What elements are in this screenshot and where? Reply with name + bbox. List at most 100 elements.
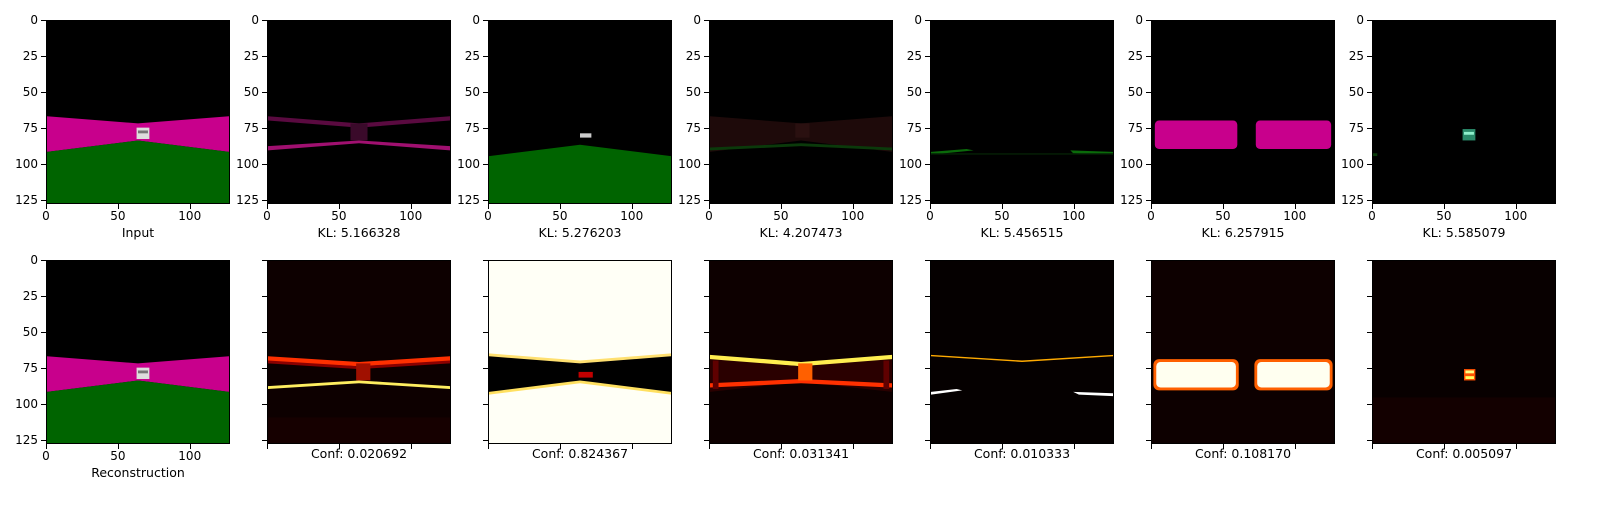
y-tick bbox=[41, 127, 46, 129]
x-tick bbox=[1222, 204, 1224, 209]
x-tick-label: 0 bbox=[1368, 209, 1376, 223]
y-tick-label: 100 bbox=[15, 156, 38, 171]
x-tick-label: 0 bbox=[42, 449, 50, 463]
y-tick-label: 125 bbox=[457, 192, 480, 207]
y-tick-label: 100 bbox=[1341, 156, 1364, 171]
panel-image bbox=[268, 261, 450, 443]
x-tick-label: 0 bbox=[926, 209, 934, 223]
y-tick bbox=[1146, 55, 1151, 57]
y-tick-label: 125 bbox=[899, 192, 922, 207]
top-row-caption-1: KL: 5.166328 bbox=[317, 225, 401, 240]
y-tick bbox=[483, 199, 488, 201]
y-tick bbox=[262, 199, 267, 201]
bottom-row-caption-6: Conf: 0.005097 bbox=[1415, 446, 1513, 461]
x-tick-label: 100 bbox=[178, 209, 202, 223]
y-tick bbox=[1367, 199, 1372, 201]
x-tick bbox=[267, 444, 268, 449]
x-tick bbox=[559, 444, 561, 449]
y-tick-label: 125 bbox=[15, 192, 38, 207]
y-tick bbox=[1367, 367, 1372, 369]
x-tick-label: 100 bbox=[841, 209, 865, 223]
y-tick bbox=[41, 403, 46, 405]
y-tick bbox=[41, 55, 46, 57]
y-tick bbox=[704, 403, 709, 405]
panel-image bbox=[1373, 261, 1555, 443]
y-tick bbox=[483, 367, 488, 369]
x-tick-label: 0 bbox=[1147, 209, 1155, 223]
x-tick bbox=[631, 444, 633, 449]
y-tick bbox=[262, 367, 267, 369]
x-tick-label: 100 bbox=[178, 449, 202, 463]
y-tick bbox=[1367, 331, 1372, 333]
panel-image bbox=[489, 261, 671, 443]
y-tick-label: 100 bbox=[899, 156, 922, 171]
x-tick-label: 0 bbox=[263, 209, 271, 223]
panel-image bbox=[1152, 21, 1334, 203]
y-tick bbox=[704, 20, 709, 21]
y-tick bbox=[483, 127, 488, 129]
bottom-row-panel-1 bbox=[267, 260, 451, 444]
x-tick bbox=[46, 204, 47, 209]
top-row-caption-4: KL: 5.456515 bbox=[980, 225, 1064, 240]
y-tick-label: 0 bbox=[472, 13, 480, 27]
y-tick-label: 125 bbox=[236, 192, 259, 207]
x-tick-label: 50 bbox=[1215, 209, 1231, 223]
y-tick bbox=[1146, 260, 1151, 261]
x-tick bbox=[46, 444, 47, 449]
bottom-row-caption-1: Conf: 0.020692 bbox=[310, 446, 408, 461]
y-tick bbox=[1146, 20, 1151, 21]
x-tick bbox=[1443, 204, 1445, 209]
y-tick-label: 75 bbox=[22, 360, 38, 375]
y-tick bbox=[41, 367, 46, 369]
y-tick bbox=[1146, 439, 1151, 441]
x-tick bbox=[930, 204, 931, 209]
y-tick bbox=[704, 295, 709, 297]
y-tick-label: 75 bbox=[1348, 120, 1364, 135]
x-tick bbox=[1001, 444, 1003, 449]
y-tick bbox=[1367, 260, 1372, 261]
x-tick bbox=[1515, 204, 1517, 209]
y-tick bbox=[704, 367, 709, 369]
x-tick bbox=[780, 204, 782, 209]
bottom-row-panel-2 bbox=[488, 260, 672, 444]
y-tick-label: 125 bbox=[1341, 192, 1364, 207]
y-tick-label: 25 bbox=[22, 288, 38, 303]
y-tick bbox=[925, 163, 930, 165]
y-tick bbox=[1367, 55, 1372, 57]
panel-image bbox=[489, 21, 671, 203]
y-tick bbox=[483, 403, 488, 405]
y-tick-label: 0 bbox=[251, 13, 259, 27]
y-tick-label: 0 bbox=[30, 253, 38, 267]
y-tick-label: 50 bbox=[1348, 84, 1364, 99]
y-tick bbox=[1146, 199, 1151, 201]
x-tick-label: 100 bbox=[620, 209, 644, 223]
y-tick-label: 0 bbox=[30, 13, 38, 27]
x-tick bbox=[852, 444, 854, 449]
top-row-panel-2 bbox=[488, 20, 672, 204]
y-tick bbox=[262, 295, 267, 297]
y-tick bbox=[1146, 367, 1151, 369]
x-tick bbox=[338, 204, 340, 209]
y-tick bbox=[41, 163, 46, 165]
y-tick-label: 50 bbox=[22, 324, 38, 339]
y-tick-label: 25 bbox=[906, 48, 922, 63]
y-tick bbox=[1367, 295, 1372, 297]
x-tick-label: 100 bbox=[1504, 209, 1528, 223]
y-tick bbox=[925, 260, 930, 261]
y-tick bbox=[925, 403, 930, 405]
y-tick bbox=[483, 439, 488, 441]
y-tick bbox=[704, 55, 709, 57]
x-tick bbox=[117, 204, 119, 209]
y-tick-label: 100 bbox=[457, 156, 480, 171]
panel-image bbox=[931, 21, 1113, 203]
y-tick-label: 0 bbox=[1356, 13, 1364, 27]
x-tick bbox=[780, 444, 782, 449]
y-tick bbox=[925, 55, 930, 57]
y-tick bbox=[925, 20, 930, 21]
y-tick-label: 125 bbox=[678, 192, 701, 207]
y-tick bbox=[483, 55, 488, 57]
panel-image bbox=[710, 261, 892, 443]
x-tick bbox=[1294, 204, 1296, 209]
bottom-row-caption-0: Reconstruction bbox=[91, 465, 185, 480]
y-tick bbox=[704, 199, 709, 201]
